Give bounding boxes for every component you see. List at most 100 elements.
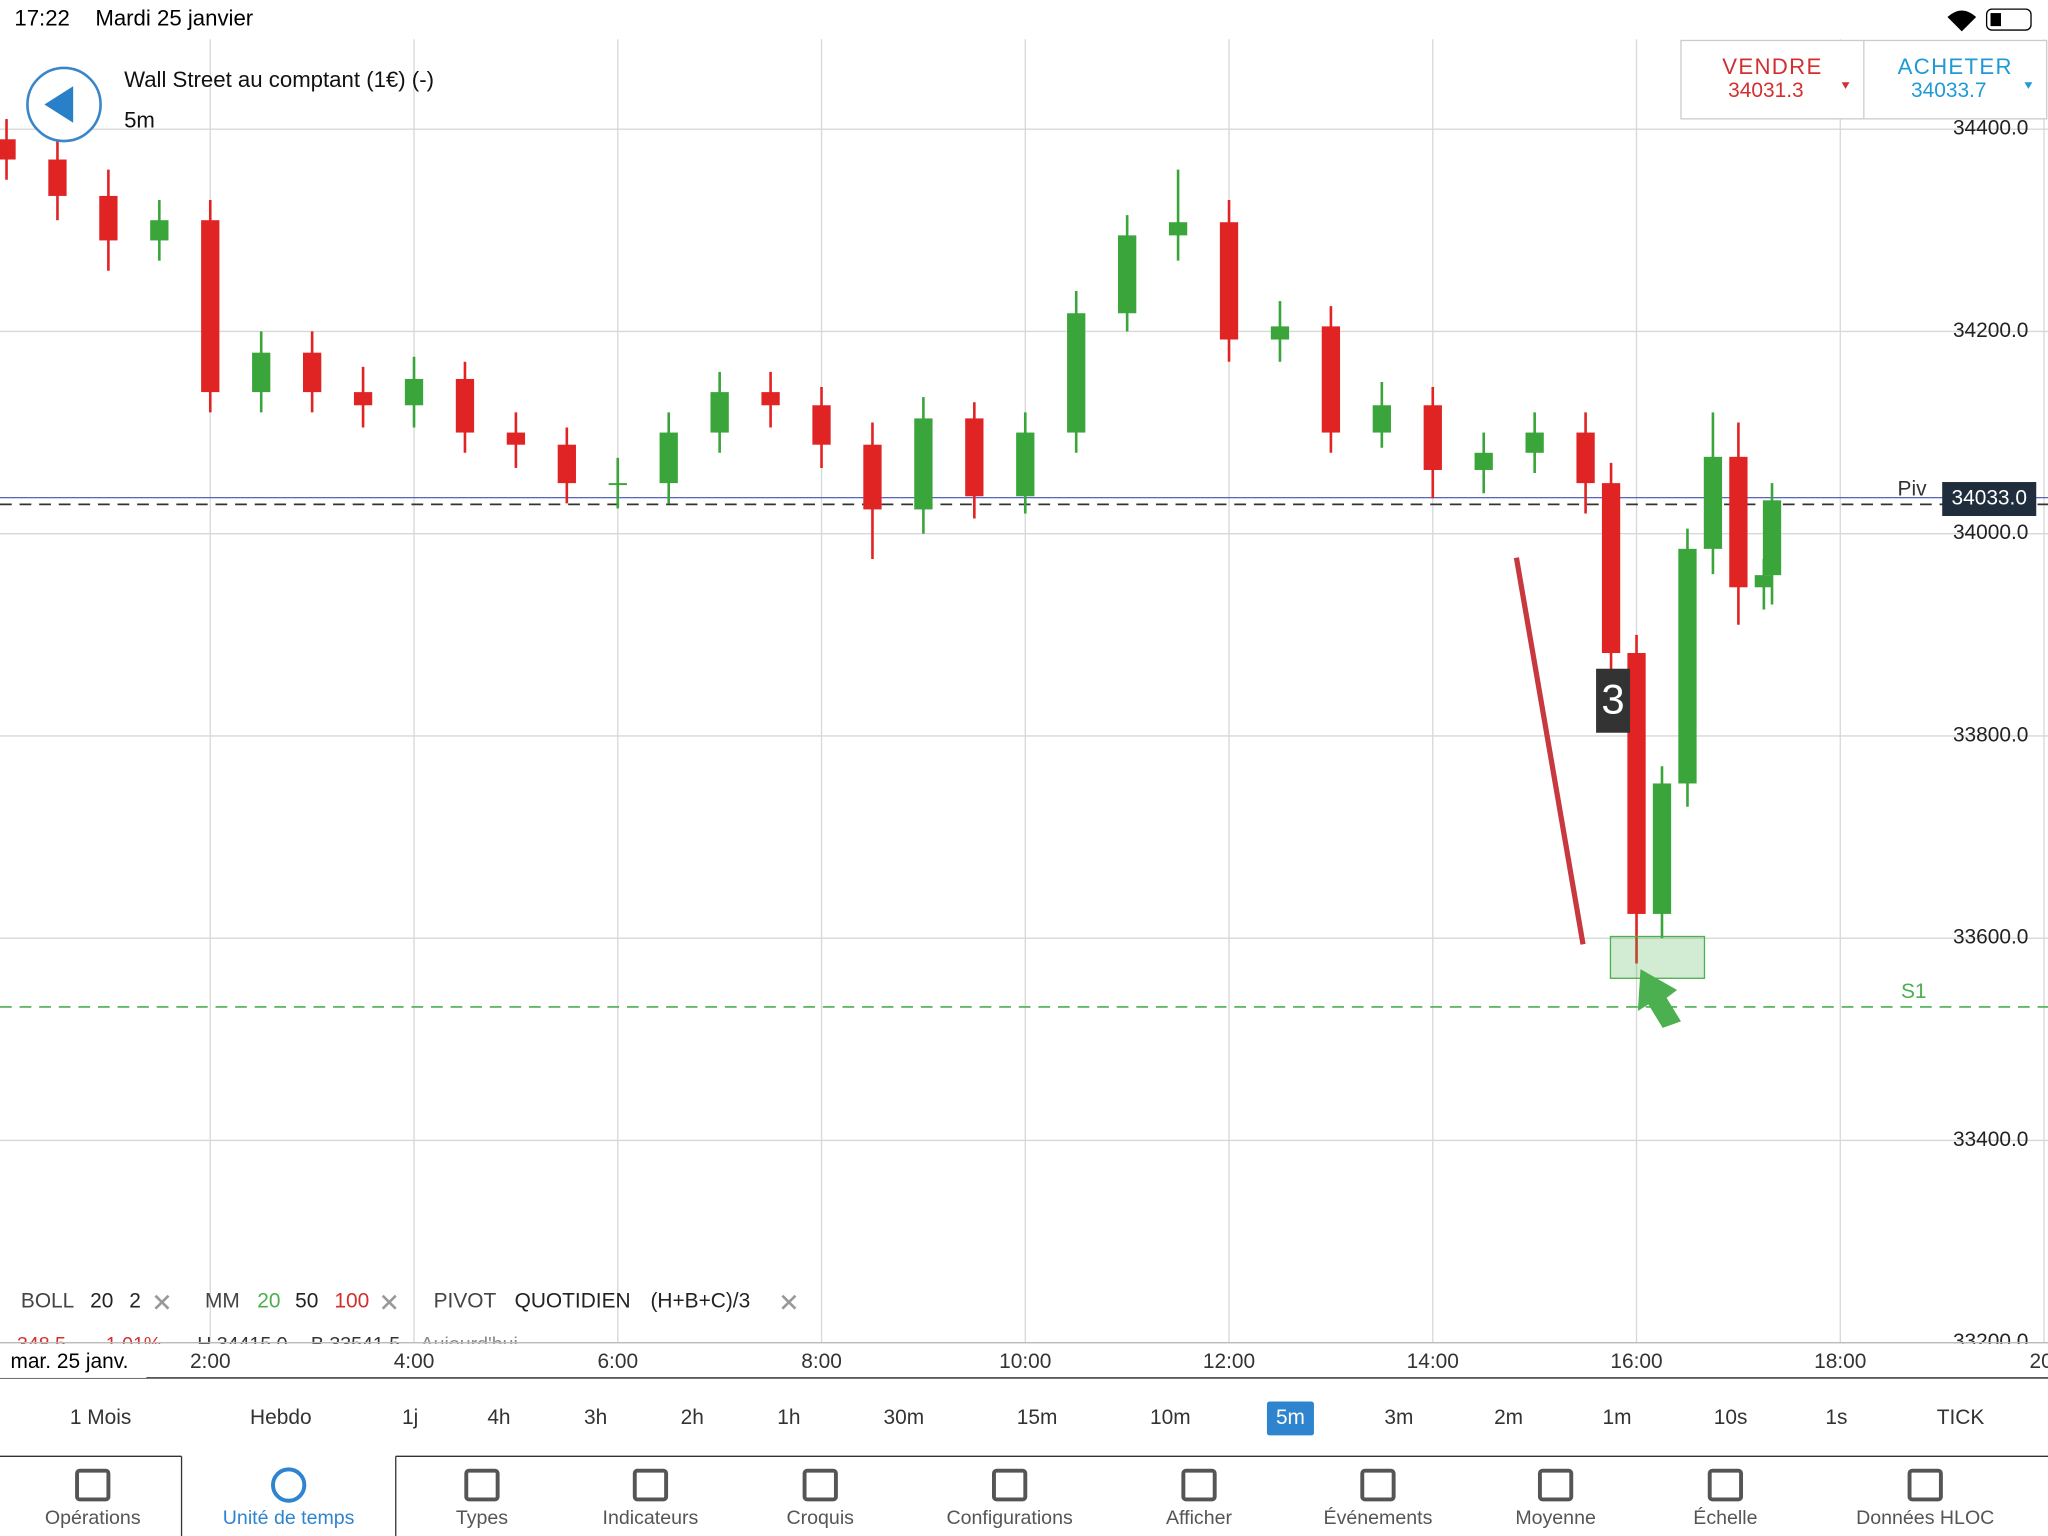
candle-body [1576,432,1595,484]
toolbar-button[interactable]: Configurations [947,1507,1073,1529]
candle-body [1525,432,1544,453]
x-tick-label: 20: [2030,1350,2048,1373]
sell-label[interactable]: VENDRE [1722,54,1822,79]
toolbar-button[interactable]: Indicateurs [603,1507,699,1529]
current-price-label: 34033.0 [1951,487,2026,510]
x-tick-label: 2:00 [190,1350,231,1373]
timeframe-button[interactable]: 1s [1825,1406,1847,1429]
timeframe-button[interactable]: 10s [1714,1406,1748,1429]
remove-icon[interactable] [154,1294,170,1310]
candle-body [1601,483,1621,654]
sell-caret [1841,82,1850,89]
y-tick-label: 33600.0 [1953,926,2028,949]
timeframe-button[interactable]: 4h [487,1406,510,1429]
toolbar-icon [464,1468,500,1502]
timeframe-button[interactable]: TICK [1937,1406,1985,1429]
toolbar-icon [75,1468,111,1502]
y-tick-label: 33400.0 [1953,1128,2028,1151]
timeframe-selected [1266,1401,1314,1436]
toolbar-button[interactable]: Afficher [1166,1507,1232,1529]
status-bar [0,0,2048,40]
remove-icon[interactable] [781,1294,797,1310]
y-tick-label: 34400.0 [1953,117,2028,140]
timeframe-button[interactable]: Hebdo [250,1406,312,1429]
timeframe-button[interactable]: 15m [1017,1406,1058,1429]
timeframe-button[interactable]: 10m [1150,1406,1191,1429]
candle-body [863,444,882,510]
candle-body [965,418,984,497]
candle-body [1016,432,1035,497]
candle-body [608,483,627,486]
status-time: 17:22 [14,5,70,30]
candle-body [150,220,169,241]
toolbar-button[interactable]: Unité de temps [223,1507,355,1529]
indicator-legend[interactable]: 20 [257,1290,280,1313]
sell-price[interactable]: 34031.3 [1728,79,1803,102]
annotation: 3 [1601,676,1624,723]
toolbar-icon [1181,1468,1217,1502]
indicator-legend[interactable]: 100 [334,1290,369,1313]
indicator-legend[interactable]: MM [205,1290,240,1313]
buy-price[interactable]: 34033.7 [1911,79,1986,102]
candle-body [659,432,678,484]
x-tick-label: 4:00 [394,1350,435,1373]
toolbar-button[interactable]: Moyenne [1515,1507,1596,1529]
toolbar-button[interactable]: Opérations [45,1507,141,1529]
candle-body [1762,500,1782,576]
annotation-box [1596,668,1631,733]
remove-icon[interactable] [381,1294,397,1310]
toolbar-button[interactable]: Échelle [1693,1506,1757,1529]
candle-body [1474,452,1493,470]
status-date: Mardi 25 janvier [95,5,253,30]
candle-body [1372,405,1391,433]
candle-body [252,352,271,393]
timeframe-button[interactable]: 1j [402,1406,418,1429]
candle-body [1270,326,1290,340]
candle-body [761,392,780,406]
candle-body [1729,456,1748,588]
indicator-legend[interactable]: BOLL [21,1290,74,1313]
indicator-legend[interactable]: PIVOT [434,1290,497,1313]
toolbar-button[interactable]: Événements [1324,1506,1433,1529]
candle-body [1321,326,1341,433]
candle-body [1703,456,1723,549]
toolbar-icon [802,1468,838,1502]
candle-body [1652,783,1672,914]
timeframe-button[interactable]: 3m [1384,1406,1413,1429]
x-tick-label: 18:00 [1814,1350,1866,1373]
y-tick-label: 34200.0 [1953,319,2028,342]
candle-body [1118,235,1137,314]
x-tick-label: 8:00 [801,1350,842,1373]
toolbar-icon [271,1467,307,1503]
timeframe-button[interactable]: 5m [1276,1406,1305,1429]
candle-body [812,405,831,445]
timeframe-button[interactable]: 2h [681,1406,704,1429]
buy-caret [2024,82,2033,89]
timeframe-button[interactable]: 30m [884,1406,925,1429]
toolbar-button[interactable]: Types [456,1507,508,1529]
indicator-legend[interactable]: 20 [90,1290,113,1313]
x-tick-label: 14:00 [1407,1350,1459,1373]
indicator-legend[interactable]: 50 [295,1290,318,1313]
indicator-legend[interactable]: 2 [129,1290,141,1313]
buy-label[interactable]: ACHETER [1898,54,2013,79]
toolbar-button[interactable]: Croquis [787,1507,855,1529]
indicator-legend[interactable]: (H+B+C)/3 [650,1290,750,1313]
candle-body [1168,222,1188,236]
timeframe-button[interactable]: 1 Mois [70,1406,131,1429]
y-tick-label: 34000.0 [1953,521,2028,544]
candle-body [914,418,933,510]
candle-body [48,159,67,196]
candle-body [1219,222,1239,340]
indicator-legend[interactable]: QUOTIDIEN [515,1290,631,1313]
timeframe-button[interactable]: 1h [777,1406,800,1429]
pivot-label: S1 [1901,980,1927,1003]
candle-body [99,195,118,241]
timeframe-button[interactable]: 1m [1602,1406,1631,1429]
timeframe-button[interactable]: 2m [1494,1406,1523,1429]
timeframe-button[interactable]: 3h [584,1406,607,1429]
date-label: mar. 25 janv. [10,1350,128,1373]
toolbar-button[interactable]: Données HLOC [1856,1507,1994,1529]
